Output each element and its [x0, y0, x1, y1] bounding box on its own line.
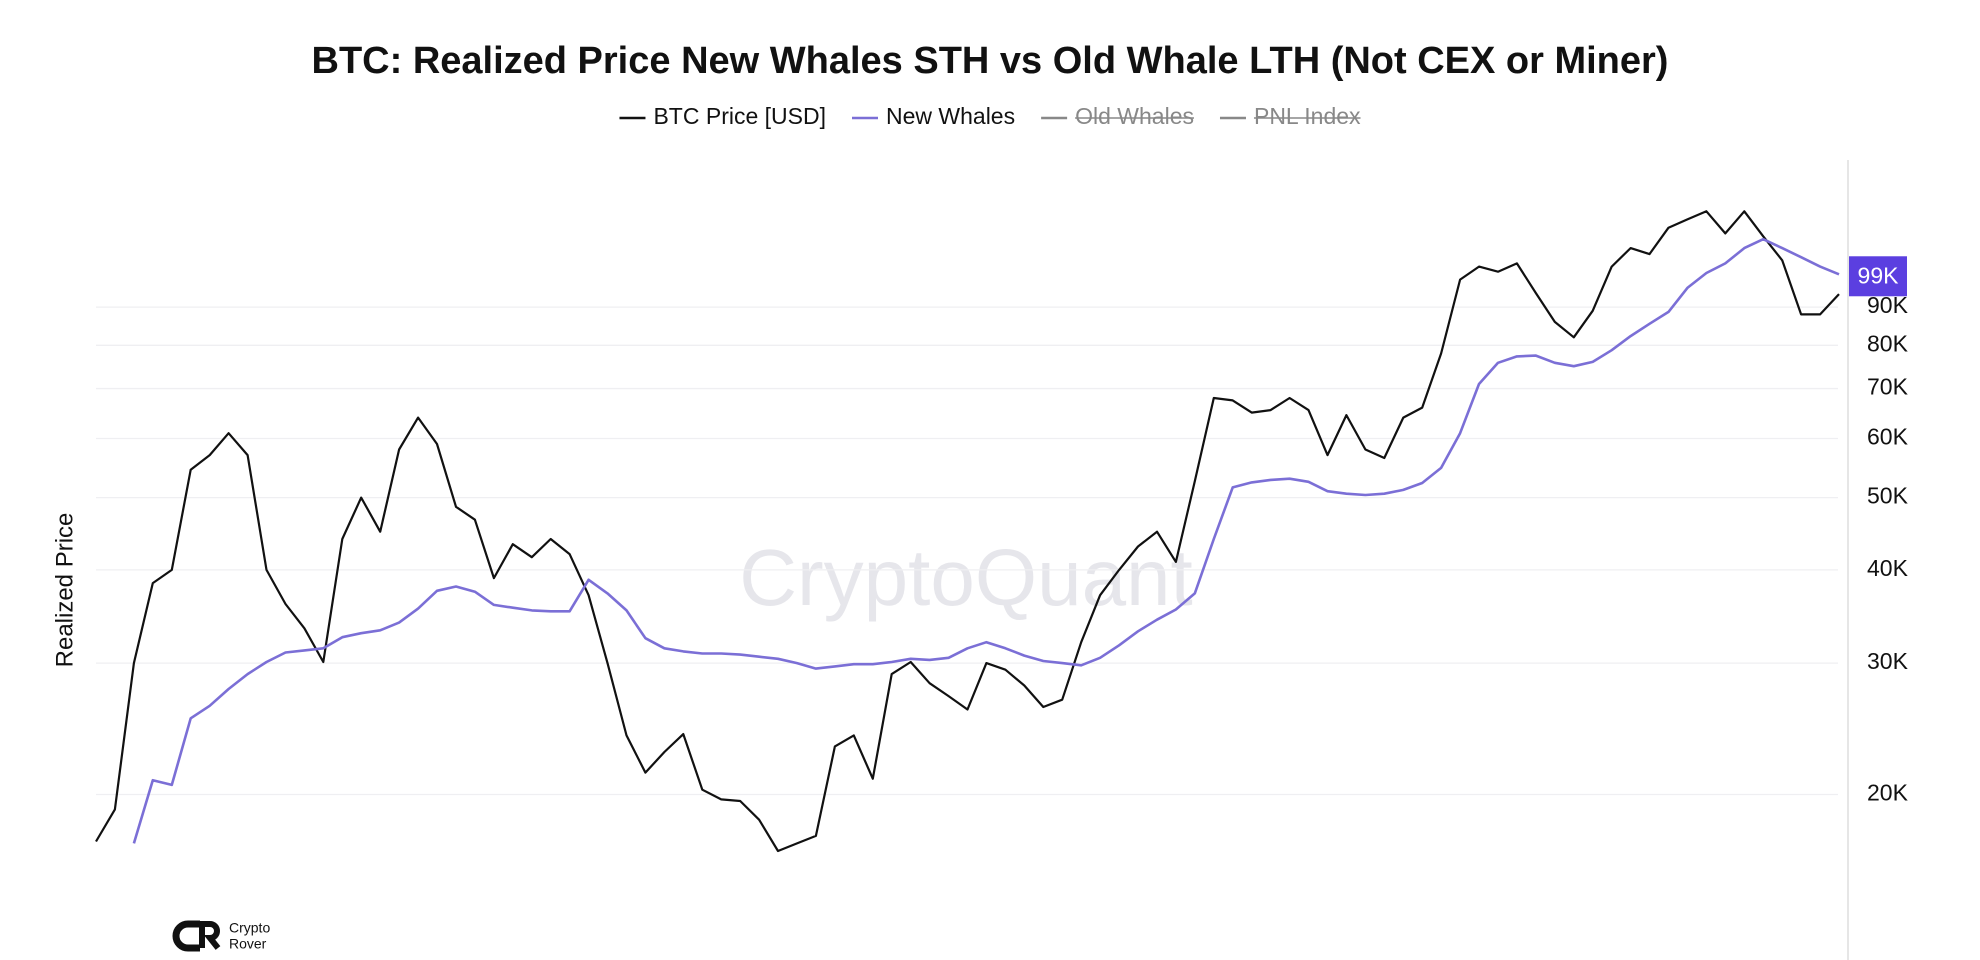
- y-tick-label: 90K: [1867, 292, 1909, 318]
- y-tick-label: 50K: [1867, 483, 1909, 509]
- current-value-label: 99K: [1858, 262, 1900, 288]
- logo-text: Crypto: [229, 920, 270, 936]
- series-line: [95, 210, 1840, 853]
- y-axis-label: Realized Price: [51, 513, 78, 668]
- chart-title: BTC: Realized Price New Whales STH vs Ol…: [312, 40, 1669, 82]
- logo-text: Rover: [229, 936, 267, 952]
- legend: BTC Price [USD] New Whales Old Whales PNL I…: [619, 103, 1361, 129]
- y-tick-label: 20K: [1867, 780, 1909, 806]
- legend-label: Old Whales: [1075, 103, 1194, 129]
- watermark: CryptoQuant: [739, 533, 1193, 622]
- line: [132, 237, 1840, 844]
- legend-label: BTC Price [USD]: [653, 103, 826, 129]
- y-tick-label: 60K: [1867, 424, 1909, 450]
- legend-label: New Whales: [886, 103, 1015, 129]
- logo-icon: [172, 920, 200, 952]
- y-tick-label: 40K: [1867, 555, 1909, 581]
- y-tick-label: 30K: [1867, 648, 1909, 674]
- y-tick-label: 70K: [1867, 374, 1909, 400]
- y-tick-label: 80K: [1867, 330, 1909, 356]
- series-line: [132, 237, 1840, 844]
- logo-icon: [199, 921, 221, 950]
- line: [95, 210, 1840, 853]
- legend-label: PNL Index: [1254, 103, 1361, 129]
- logo: Crypto Rover: [172, 920, 270, 952]
- current-value-box: [1849, 256, 1907, 297]
